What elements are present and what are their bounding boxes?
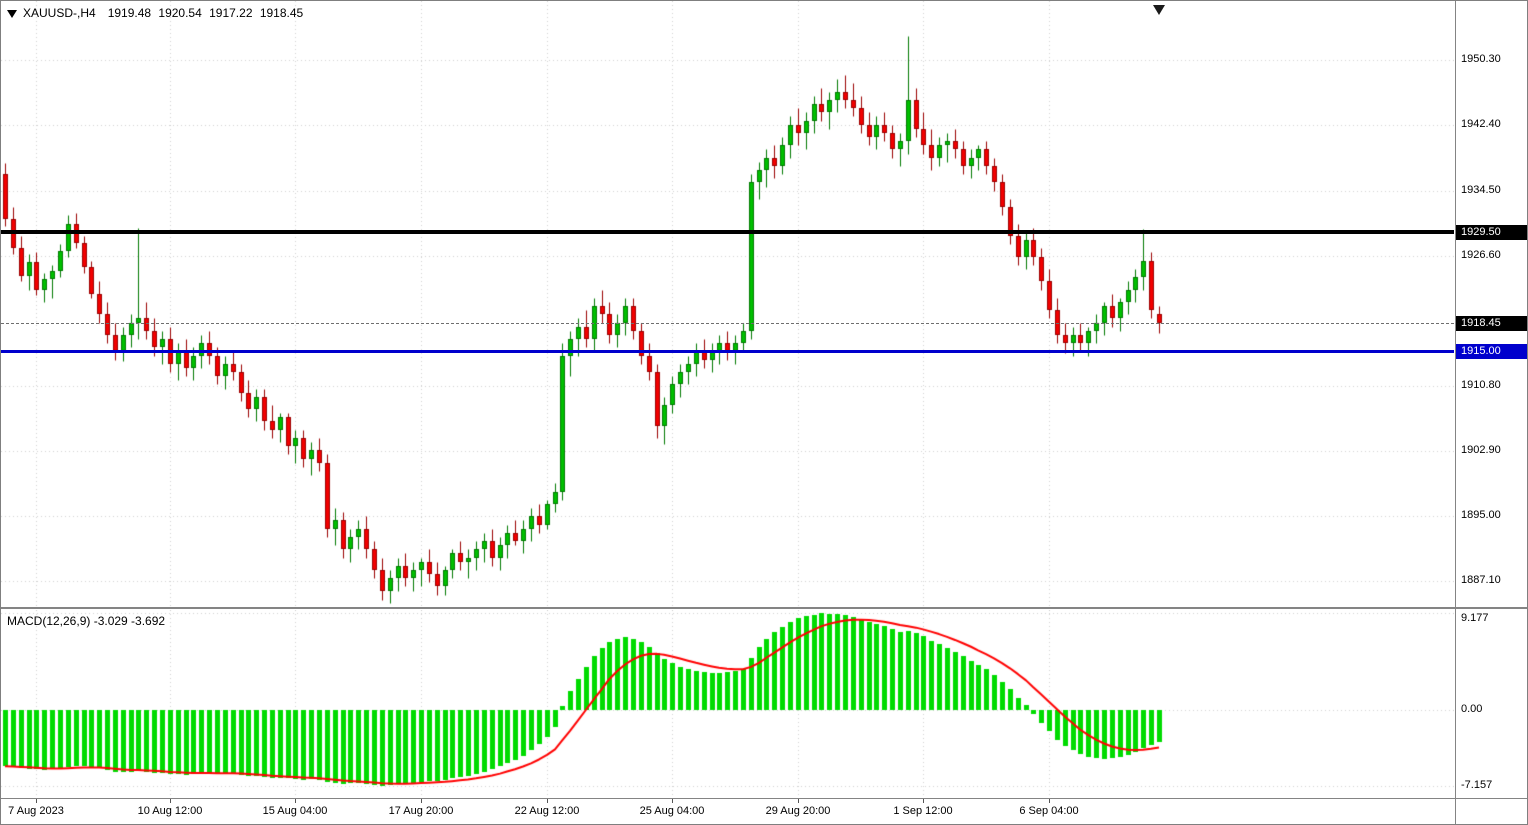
horizontal-line-object[interactable]: [1, 229, 1454, 234]
time-axis-separator: [1, 798, 1527, 799]
pane-separator[interactable]: [1, 607, 1527, 609]
macd-axis[interactable]: 9.177 0.00 -7.157: [1456, 610, 1527, 798]
time-axis-label: 6 Sep 04:00: [1019, 805, 1079, 817]
one-click-trading-arrow-icon[interactable]: [7, 9, 17, 18]
time-axis-tick: [798, 799, 799, 803]
time-axis-tick: [36, 799, 37, 803]
time-axis-tick: [295, 799, 296, 803]
time-axis-tick: [923, 799, 924, 803]
price-axis-label: 1902.90: [1461, 444, 1501, 457]
time-axis-label: 22 Aug 12:00: [514, 805, 580, 817]
macd-indicator-canvas[interactable]: [1, 610, 1454, 798]
price-axis-label: 1934.50: [1461, 183, 1501, 196]
price-axis-separator: [1455, 1, 1456, 824]
symbol-period-label: XAUUSD-,H4: [23, 6, 96, 20]
time-axis[interactable]: 7 Aug 2023 10 Aug 12:00 15 Aug 04:00 17 Aug…: [1, 799, 1455, 824]
current-price-badge: 1918.45: [1456, 315, 1527, 331]
indicator-label: MACD(12,26,9) -3.029 -3.692: [7, 614, 166, 628]
time-axis-label: 25 Aug 04:00: [639, 805, 705, 817]
price-axis-label: 1950.30: [1461, 53, 1501, 66]
time-axis-label: 7 Aug 2023: [8, 805, 64, 817]
time-axis-label: 17 Aug 20:00: [388, 805, 454, 817]
time-axis-label: 15 Aug 04:00: [262, 805, 328, 817]
chart-shift-marker-icon[interactable]: [1153, 5, 1165, 15]
time-axis-tick: [547, 799, 548, 803]
macd-axis-label: 0.00: [1461, 703, 1483, 716]
horizontal-line-object[interactable]: [1, 349, 1454, 353]
time-axis-tick: [170, 799, 171, 803]
price-axis-label: 1910.80: [1461, 379, 1501, 392]
price-axis-label: 1895.00: [1461, 509, 1501, 522]
time-axis-tick: [1049, 799, 1050, 803]
symbol-info: XAUUSD-,H4 1919.48 1920.54 1917.22 1918.4…: [7, 6, 303, 20]
price-axis[interactable]: 1918.45 1950.30 1942.40 1934.50 1926.60 1910…: [1456, 1, 1527, 607]
hline-price-badge: 1915.00: [1456, 344, 1527, 360]
price-axis-label: 1887.10: [1461, 574, 1501, 587]
price-chart-canvas[interactable]: [1, 1, 1454, 607]
hline-price-badge: 1929.50: [1456, 224, 1527, 240]
time-axis-label: 1 Sep 12:00: [893, 805, 953, 817]
time-axis-tick: [672, 799, 673, 803]
price-axis-label: 1926.60: [1461, 248, 1501, 261]
time-axis-label: 29 Aug 20:00: [765, 805, 831, 817]
price-axis-label: 1942.40: [1461, 118, 1501, 131]
time-axis-tick: [421, 799, 422, 803]
time-axis-label: 10 Aug 12:00: [137, 805, 203, 817]
macd-axis-label: 9.177: [1461, 612, 1489, 624]
current-price-line: [1, 323, 1454, 324]
ohlc-readout: 1919.48 1920.54 1917.22 1918.45: [107, 6, 304, 20]
macd-axis-label: -7.157: [1461, 778, 1493, 791]
